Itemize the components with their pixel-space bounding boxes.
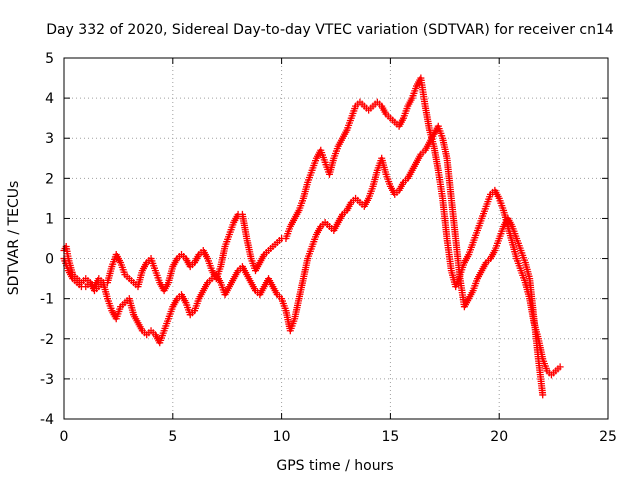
series-trace-B [60, 122, 547, 399]
x-tick-label: 5 [168, 429, 177, 445]
series-trace-A [60, 74, 564, 379]
x-tick-label: 25 [599, 429, 617, 445]
y-tick-label: 0 [45, 252, 54, 268]
y-tick-label: 1 [45, 211, 54, 227]
y-tick-label: 4 [45, 91, 54, 107]
y-axis-label: SDTVAR / TECUs [6, 181, 22, 296]
y-tick-label: -4 [40, 412, 54, 428]
y-tick-label: -3 [40, 372, 54, 388]
x-axis-label: GPS time / hours [276, 458, 393, 474]
y-tick-label: -2 [40, 332, 54, 348]
data-marks [60, 74, 564, 399]
data-point [556, 363, 564, 371]
x-tick-label: 20 [490, 429, 508, 445]
y-tick-label: 3 [45, 131, 54, 147]
axis-ticks: 0 5 10 15 20 25 -4 -3 -2 -1 0 1 2 3 4 5 [40, 51, 617, 445]
plot-frame [63, 57, 609, 420]
y-tick-label: -1 [40, 292, 54, 308]
grid-lines [64, 58, 608, 419]
y-tick-label: 5 [45, 51, 54, 67]
data-point [539, 391, 547, 399]
x-tick-label: 0 [60, 429, 69, 445]
x-tick-label: 15 [381, 429, 399, 445]
y-tick-label: 2 [45, 171, 54, 187]
chart-title: Day 332 of 2020, Sidereal Day-to-day VTE… [46, 22, 614, 38]
x-tick-label: 10 [273, 429, 291, 445]
